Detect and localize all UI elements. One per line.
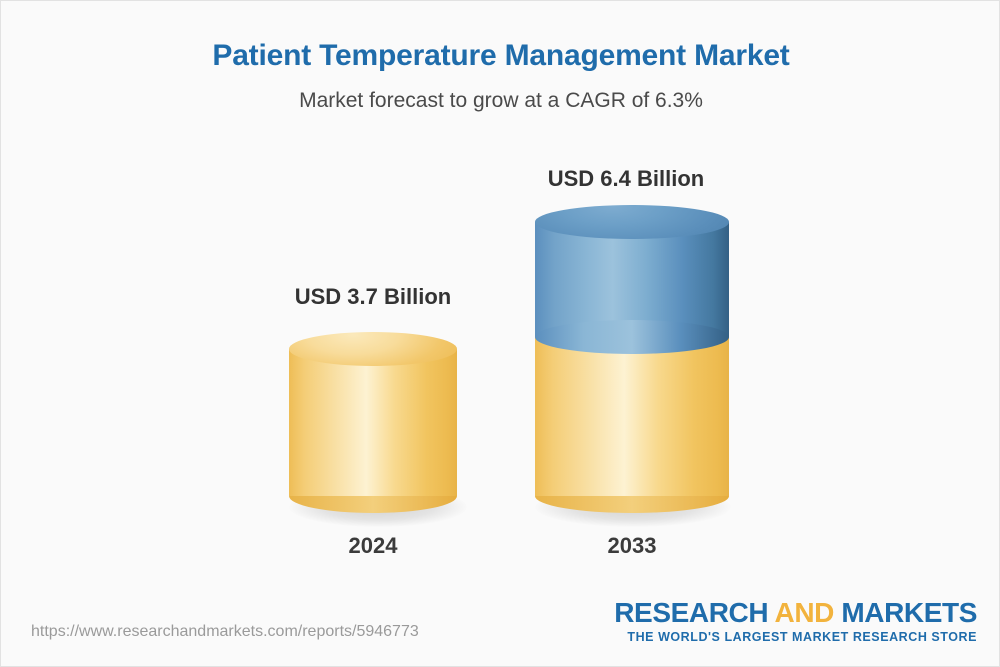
page-subtitle: Market forecast to grow at a CAGR of 6.3… [299,89,703,112]
cylinder-body-blue-2033 [535,222,729,337]
logo-word-and: AND [774,596,835,628]
bar-value-label-2033: USD 6.4 Billion [547,166,705,191]
cylinder-2033-growth-segment [535,205,729,365]
bar-category-label-2024: 2024 [348,533,398,558]
research-and-markets-logo: RESEARCH AND MARKETS THE WORLD'S LARGEST… [614,596,977,644]
logo-tagline: THE WORLD'S LARGEST MARKET RESEARCH STOR… [627,630,977,644]
cylinder-body-yellow-2033 [535,337,729,496]
logo-wordmark: RESEARCH AND MARKETS [614,596,977,628]
report-url[interactable]: https://www.researchandmarkets.com/repor… [31,623,419,640]
bar-category-label-2033: 2033 [607,533,657,558]
cylinder-top-ellipse-2033 [535,205,729,239]
cylinder-blue-bottom-arc-2033 [535,320,729,354]
bar-value-label-2024: USD 3.7 Billion [294,284,452,309]
cylinder-top-ellipse-2024 [289,332,457,366]
cylinder-body-2024 [289,349,457,496]
logo-word-research: RESEARCH [614,596,775,628]
logo-word-markets: MARKETS [833,596,977,628]
cylinder-2033-base-segment [535,337,729,513]
cylinder-2024 [289,332,457,513]
page-title: Patient Temperature Management Market [212,39,790,72]
